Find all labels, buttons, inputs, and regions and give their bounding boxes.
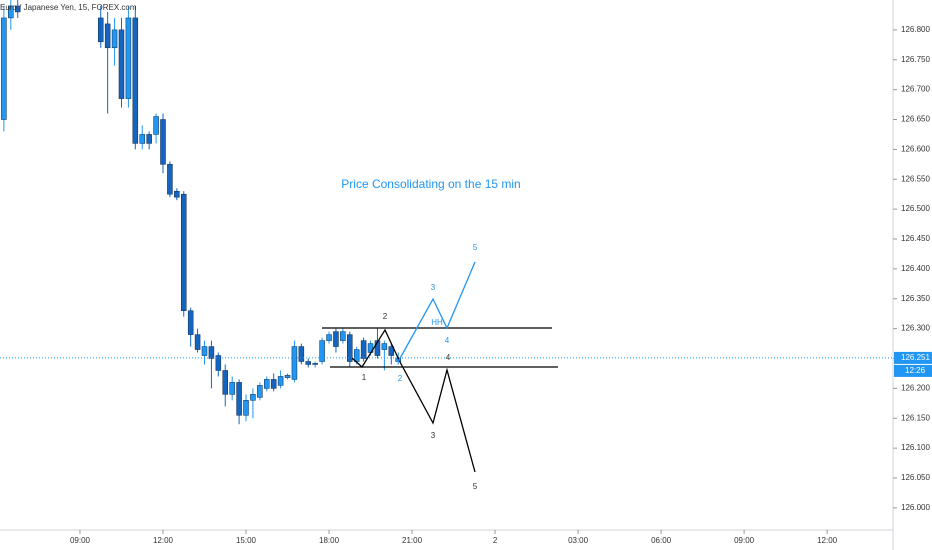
- y-tick-label: 126.500: [901, 204, 930, 213]
- y-tick-label: 126.750: [901, 55, 930, 64]
- annotation: Price Consolidating on the 15 min: [341, 177, 520, 191]
- y-tick-label: 126.650: [901, 115, 930, 124]
- y-tick-label: 126.350: [901, 294, 930, 303]
- candle-body: [180, 193, 187, 311]
- symbol-title: Euro / Japanese Yen, 15, FOREX.com: [0, 3, 137, 12]
- x-tick-label: 12:00: [153, 536, 174, 545]
- plot-area: [0, 0, 893, 425]
- wave-label: 3: [431, 283, 436, 292]
- wave-label: 2: [383, 312, 388, 321]
- candle-body: [312, 363, 318, 365]
- candle-body: [132, 17, 139, 144]
- x-tick-label: 06:00: [651, 536, 672, 545]
- candle-body: [201, 346, 208, 356]
- candle-body: [146, 134, 152, 144]
- candle-body: [360, 340, 367, 359]
- candle-body: [229, 382, 235, 395]
- candle-body: [250, 394, 256, 401]
- bearish-wave: [351, 328, 476, 473]
- y-tick-label: 126.600: [901, 144, 930, 153]
- candle-body: [118, 29, 125, 99]
- candle-body: [208, 346, 215, 359]
- candle-body: [388, 346, 395, 356]
- countdown-label: 12:26: [905, 366, 926, 375]
- wave-label: 2: [398, 374, 403, 383]
- candle-body: [14, 5, 21, 13]
- candle-body: [222, 370, 229, 395]
- wave-label: 4: [446, 353, 451, 362]
- candle-body: [305, 361, 312, 365]
- candle-body: [374, 340, 381, 356]
- candle-body: [381, 343, 388, 350]
- y-tick-label: 126.100: [901, 443, 930, 452]
- candle-body: [291, 346, 298, 380]
- last-price-tag: [894, 351, 932, 364]
- last-price-label: 126.251: [901, 353, 930, 362]
- candle-body: [277, 376, 284, 386]
- wave-label: 1: [362, 373, 367, 382]
- x-tick-label: 12:00: [817, 536, 838, 545]
- candle-body: [284, 374, 291, 378]
- bullish-wave: [397, 261, 476, 363]
- candle-body: [270, 379, 277, 389]
- candle-body: [104, 23, 111, 49]
- candle-body: [243, 400, 249, 416]
- candle-body: [97, 17, 104, 43]
- candle-body: [298, 346, 305, 362]
- candle-body: [257, 385, 263, 398]
- x-tick-label: 15:00: [236, 536, 257, 545]
- drawings: [322, 261, 558, 473]
- x-tick-label: 2: [493, 536, 498, 545]
- candle-body: [187, 310, 194, 335]
- y-tick-label: 126.200: [901, 383, 930, 392]
- y-tick-label: 126.700: [901, 85, 930, 94]
- wave-label: HH: [431, 318, 443, 327]
- candle-body: [333, 331, 339, 347]
- candle-body: [194, 334, 201, 350]
- candle-body: [264, 379, 270, 389]
- candle-body: [1, 17, 7, 120]
- wave-label: 5: [473, 243, 478, 252]
- y-tick-label: 126.800: [901, 25, 930, 34]
- y-tick-label: 126.000: [901, 503, 930, 512]
- candle-body: [236, 382, 242, 416]
- candle-body: [111, 29, 118, 49]
- candle-body: [160, 119, 166, 165]
- candle-body: [319, 340, 325, 362]
- candle-body: [125, 17, 132, 99]
- y-tick-label: 126.300: [901, 324, 930, 333]
- candle-body: [340, 331, 346, 341]
- y-tick-label: 126.150: [901, 413, 930, 422]
- candle-body: [353, 349, 360, 362]
- candle-body: [167, 164, 173, 195]
- candle-body: [215, 355, 222, 371]
- x-tick-label: 18:00: [319, 536, 340, 545]
- wave-label: 4: [445, 336, 450, 345]
- x-tick-label: 09:00: [70, 536, 91, 545]
- x-tick-label: 21:00: [402, 536, 423, 545]
- candle-body: [153, 116, 159, 135]
- candle-body: [326, 334, 332, 341]
- y-tick-label: 126.450: [901, 234, 930, 243]
- wave-label: 3: [431, 431, 436, 440]
- y-tick-label: 126.050: [901, 473, 930, 482]
- wave-label: 5: [473, 482, 478, 491]
- x-tick-label: 09:00: [734, 536, 755, 545]
- countdown-tag: [894, 364, 932, 377]
- x-tick-label: 03:00: [568, 536, 589, 545]
- candle-body: [347, 334, 353, 362]
- y-tick-label: 126.400: [901, 264, 930, 273]
- candle-body: [139, 134, 145, 144]
- candle-body: [8, 5, 14, 19]
- y-tick-label: 126.550: [901, 174, 930, 183]
- candle-body: [174, 190, 180, 198]
